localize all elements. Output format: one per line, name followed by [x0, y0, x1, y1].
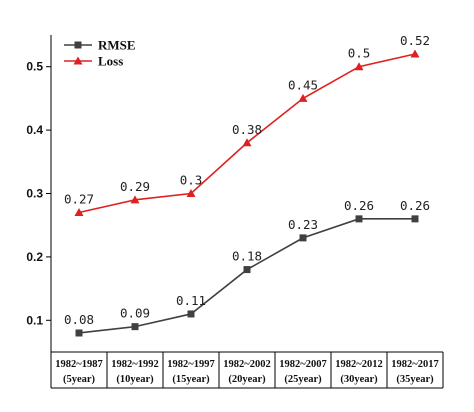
category-label-years: (35year)	[396, 374, 434, 385]
data-point-rmse	[355, 215, 363, 223]
data-label-loss: 0.29	[120, 179, 150, 194]
legend-marker-loss	[73, 56, 83, 65]
data-label-rmse: 0.26	[400, 198, 430, 213]
data-label-loss: 0.27	[64, 192, 94, 207]
data-point-loss	[186, 189, 196, 197]
data-label-loss: 0.38	[232, 122, 262, 137]
data-label-loss: 0.5	[348, 46, 371, 61]
category-label-range: 1982~1987	[55, 359, 102, 370]
data-label-rmse: 0.23	[288, 217, 318, 232]
data-label-rmse: 0.08	[64, 312, 94, 327]
data-point-rmse	[187, 310, 195, 318]
legend-label-loss: Loss	[98, 54, 123, 69]
data-point-rmse	[243, 266, 251, 274]
data-point-loss	[130, 195, 140, 204]
data-point-loss	[298, 93, 308, 102]
data-point-loss	[410, 49, 420, 58]
category-label-range: 1982~2017	[391, 359, 438, 370]
category-label-range: 1982~2007	[279, 359, 326, 370]
y-tick-label: 0.4	[26, 123, 43, 137]
data-label-rmse: 0.11	[176, 293, 206, 308]
category-label-range: 1982~2012	[335, 359, 382, 370]
data-label-loss: 0.3	[180, 173, 203, 188]
data-label-loss: 0.52	[400, 33, 430, 48]
data-label-loss: 0.45	[288, 77, 318, 92]
category-label-range: 1982~1997	[167, 359, 214, 370]
category-label-range: 1982~1992	[111, 359, 158, 370]
data-point-loss	[74, 208, 84, 217]
category-label-range: 1982~2002	[223, 359, 270, 370]
data-point-rmse	[75, 329, 83, 337]
data-label-rmse: 0.26	[344, 198, 374, 213]
data-point-loss	[354, 62, 364, 71]
category-label-years: (20year)	[228, 374, 266, 385]
category-label-years: (5year)	[63, 374, 96, 385]
data-label-rmse: 0.09	[120, 306, 150, 321]
y-tick-label: 0.5	[26, 60, 43, 74]
category-label-years: (15year)	[172, 374, 210, 385]
category-label-years: (10year)	[116, 374, 154, 385]
category-label-years: (30year)	[340, 374, 378, 385]
data-point-rmse	[131, 323, 139, 331]
y-tick-label: 0.2	[26, 250, 43, 264]
data-point-loss	[242, 138, 252, 147]
legend-marker-rmse	[74, 41, 82, 49]
data-point-rmse	[299, 234, 307, 242]
data-point-rmse	[411, 215, 419, 223]
data-label-rmse: 0.18	[232, 249, 262, 264]
y-tick-label: 0.3	[26, 187, 43, 201]
legend-label-rmse: RMSE	[98, 38, 136, 53]
category-label-years: (25year)	[284, 374, 322, 385]
y-tick-label: 0.1	[26, 313, 43, 327]
